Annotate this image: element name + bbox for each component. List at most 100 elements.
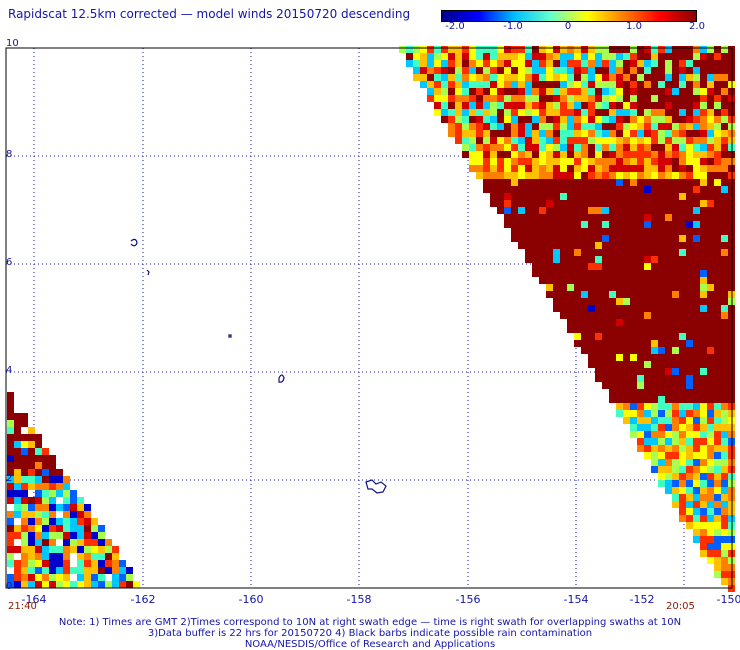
x-tick-164: -164 (21, 593, 47, 606)
swath-cell (609, 298, 616, 305)
swath-cell (574, 46, 581, 53)
swath-cell (476, 81, 483, 88)
swath-cell (483, 144, 490, 151)
swath-cell (553, 137, 560, 144)
swath-cell (595, 270, 602, 277)
swath-cell (714, 81, 721, 88)
swath-cell (560, 270, 567, 277)
swath-cell (693, 81, 700, 88)
swath-cell (581, 116, 588, 123)
swath-cell (574, 137, 581, 144)
swath-cell (602, 137, 609, 144)
swath-cell (525, 144, 532, 151)
swath-cell (539, 116, 546, 123)
swath-cell (560, 235, 567, 242)
swath-cell (35, 497, 42, 504)
swath-cell (35, 567, 42, 574)
swath-cell (616, 389, 623, 396)
island-2 (146, 269, 150, 276)
swath-cell (700, 102, 707, 109)
swath-cell (14, 455, 21, 462)
swath-cell (630, 186, 637, 193)
swath-cell (476, 88, 483, 95)
swath-cell (707, 95, 714, 102)
swath-cell (693, 249, 700, 256)
swath-cell (539, 158, 546, 165)
swath-cell (623, 207, 630, 214)
swath-cell (581, 333, 588, 340)
swath-cell (609, 207, 616, 214)
swath-cell (658, 452, 665, 459)
swath-cell (469, 123, 476, 130)
swath-cell (721, 354, 728, 361)
swath-cell (455, 137, 462, 144)
swath-cell (665, 60, 672, 67)
swath-cell (665, 452, 672, 459)
swath-cell (609, 130, 616, 137)
swath-cell (630, 102, 637, 109)
swath-cell (679, 242, 686, 249)
swath-cell (7, 476, 14, 483)
swath-cell (490, 158, 497, 165)
swath-cell (595, 123, 602, 130)
swath-cell (637, 144, 644, 151)
swath-cell (609, 249, 616, 256)
swath-cell (588, 102, 595, 109)
swath-cell (623, 158, 630, 165)
swath-cell (553, 263, 560, 270)
swath-cell (707, 144, 714, 151)
swath-cell (665, 347, 672, 354)
swath-cell (49, 490, 56, 497)
swath-cell (623, 382, 630, 389)
swath-cell (651, 214, 658, 221)
swath-cell (483, 109, 490, 116)
swath-cell (637, 207, 644, 214)
swath-cell (7, 483, 14, 490)
swath-cell (700, 291, 707, 298)
swath-cell (595, 144, 602, 151)
swath-cell (518, 151, 525, 158)
swath-cell (574, 242, 581, 249)
swath-cell (581, 214, 588, 221)
swath-cell (553, 207, 560, 214)
swath-cell (609, 179, 616, 186)
swath-cell (658, 235, 665, 242)
swath-cell (406, 60, 413, 67)
swath-cell (714, 249, 721, 256)
swath-cell (686, 60, 693, 67)
swath-cell (679, 340, 686, 347)
swath-cell (623, 368, 630, 375)
swath-cell (546, 158, 553, 165)
swath-cell (651, 263, 658, 270)
swath-cell (651, 53, 658, 60)
swath-cell (665, 144, 672, 151)
swath-cell (525, 67, 532, 74)
swath-cell (651, 235, 658, 242)
swath-cell (651, 319, 658, 326)
swath-cell (700, 466, 707, 473)
swath-cell (665, 165, 672, 172)
swath-cell (693, 291, 700, 298)
swath-cell (21, 455, 28, 462)
swath-cell (686, 431, 693, 438)
swath-cell (602, 67, 609, 74)
swath-cell (700, 326, 707, 333)
swath-cell (574, 319, 581, 326)
swath-cell (714, 340, 721, 347)
swath-cell (14, 448, 21, 455)
swath-cell (546, 144, 553, 151)
swath-cell (609, 123, 616, 130)
swath-cell (700, 550, 707, 557)
swath-cell (595, 312, 602, 319)
swath-cell (609, 347, 616, 354)
swath-cell (609, 361, 616, 368)
swath-cell (630, 130, 637, 137)
swath-cell (651, 60, 658, 67)
swath-cell (672, 53, 679, 60)
swath-cell (567, 277, 574, 284)
swath-cell (56, 518, 63, 525)
swath-cell (623, 396, 630, 403)
swath-cell (35, 560, 42, 567)
swath-cell (560, 53, 567, 60)
swath-cell (56, 560, 63, 567)
